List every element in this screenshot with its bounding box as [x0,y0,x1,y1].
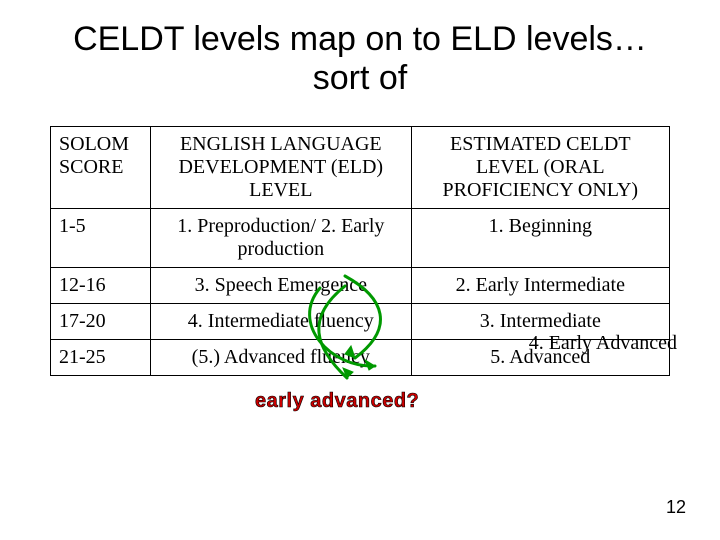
table-row: 12-16 3. Speech Emergence 2. Early Inter… [51,268,670,304]
cell-celdt: 3. Intermediate 4. Early Advanced [411,304,669,340]
col-header-solom: SOLOM SCORE [51,127,151,209]
cell-eld: 1. Preproduction/ 2. Early production [151,209,412,268]
levels-table: SOLOM SCORE ENGLISH LANGUAGE DEVELOPMENT… [50,126,670,376]
cell-eld: 3. Speech Emergence [151,268,412,304]
cell-solom: 12-16 [51,268,151,304]
page-title: CELDT levels map on to ELD levels… sort … [50,20,670,98]
table-row: 1-5 1. Preproduction/ 2. Early productio… [51,209,670,268]
cell-text: 3. Intermediate [480,310,601,332]
cell-solom: 1-5 [51,209,151,268]
table-row: 17-20 4. Intermediate fluency 3. Interme… [51,304,670,340]
early-advanced-overflow: 4. Early Advanced [529,332,677,355]
cell-celdt: 1. Beginning [411,209,669,268]
col-header-eld: ENGLISH LANGUAGE DEVELOPMENT (ELD) LEVEL [151,127,412,209]
cell-solom: 21-25 [51,340,151,376]
cell-eld: (5.) Advanced fluency [151,340,412,376]
cell-celdt: 2. Early Intermediate [411,268,669,304]
cell-solom: 17-20 [51,304,151,340]
slide: CELDT levels map on to ELD levels… sort … [0,0,720,540]
table-header-row: SOLOM SCORE ENGLISH LANGUAGE DEVELOPMENT… [51,127,670,209]
cell-eld: 4. Intermediate fluency [151,304,412,340]
col-header-celdt: ESTIMATED CELDT LEVEL (ORAL PROFICIENCY … [411,127,669,209]
wordart-early-advanced: early advanced? [255,390,419,413]
page-number: 12 [666,497,686,518]
